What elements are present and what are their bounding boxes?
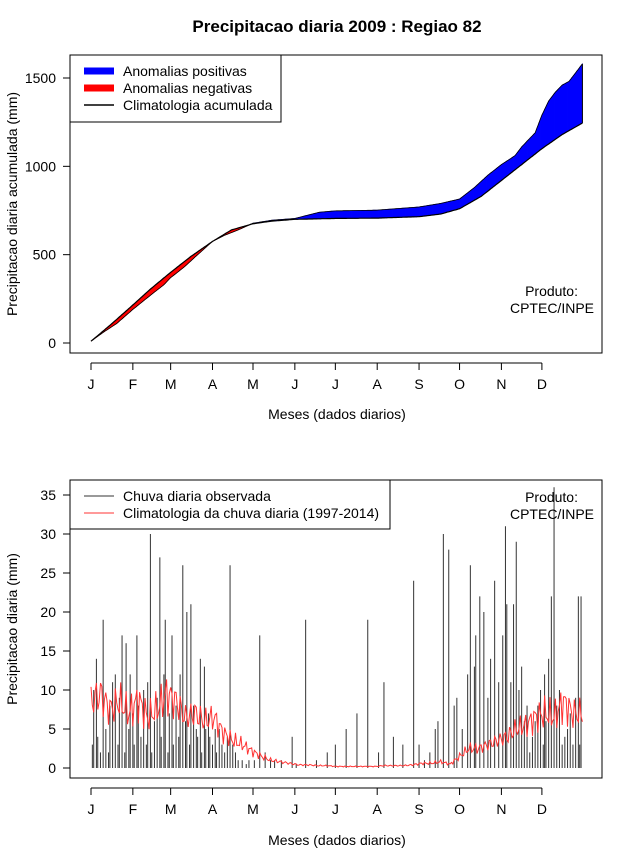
cumulative-y-tick-label: 1000 xyxy=(25,158,56,174)
cumulative-x-tick-label: D xyxy=(537,376,547,392)
daily-x-tick-label: J xyxy=(332,801,339,817)
daily-y-tick-label: 35 xyxy=(40,487,56,503)
daily-y-tick-label: 10 xyxy=(40,682,56,698)
cumulative-chart: 0 500 1000 1500 J F M A M J J A S O N D Meses (dados d… xyxy=(4,54,603,422)
daily-ylabel: Precipitacao diaria (mm) xyxy=(4,553,20,705)
cumulative-x-tick-label: M xyxy=(247,376,259,392)
daily-y-tick-label: 20 xyxy=(40,604,56,620)
daily-x-tick-label: M xyxy=(247,801,259,817)
daily-climatology-line xyxy=(90,679,583,768)
cumulative-x-tick-label: F xyxy=(129,376,138,392)
cumulative-legend: Anomalias positivas Anomalias negativas … xyxy=(69,54,282,123)
legend-daily-climatology-label: Climatologia da chuva diaria (1997-2014) xyxy=(123,505,379,521)
daily-x-tick-label: O xyxy=(454,801,465,817)
daily-x-tick-label: J xyxy=(291,801,298,817)
observed-cumulative-line xyxy=(90,63,583,342)
cumulative-annotation-line1: Produto: xyxy=(525,283,578,299)
legend-positive-label: Anomalias positivas xyxy=(123,63,247,79)
daily-annotation-line2: CPTEC/INPE xyxy=(510,506,594,522)
cumulative-annotation-line2: CPTEC/INPE xyxy=(510,300,594,316)
daily-chart: 0 5 10 15 20 25 30 35 J F M A M J J A S O N D Meses (dados… xyxy=(4,479,603,848)
cumulative-x-tick-label: J xyxy=(332,376,339,392)
daily-x-tick-label: M xyxy=(165,801,177,817)
cumulative-x-tick-label: A xyxy=(373,376,383,392)
cumulative-ylabel: Precipitacao diaria acumulada (mm) xyxy=(4,92,20,316)
cumulative-x-tick-label: S xyxy=(414,376,423,392)
daily-x-tick-label: N xyxy=(496,801,506,817)
daily-y-tick-label: 5 xyxy=(48,721,56,737)
cumulative-x-tick-label: M xyxy=(165,376,177,392)
daily-y-tick-label: 0 xyxy=(48,760,56,776)
cumulative-y-tick-label: 0 xyxy=(48,335,56,351)
daily-annotation-line1: Produto: xyxy=(525,489,578,505)
legend-negative-label: Anomalias negativas xyxy=(123,80,252,96)
cumulative-x-tick-label: A xyxy=(208,376,218,392)
legend-observed-label: Chuva diaria observada xyxy=(123,488,271,504)
daily-legend: Chuva diaria observada Climatologia da c… xyxy=(69,479,391,530)
legend-climatology-label: Climatologia acumulada xyxy=(123,97,273,113)
page-title: Precipitacao diaria 2009 : Regiao 82 xyxy=(192,17,481,36)
daily-x-tick-label: A xyxy=(208,801,218,817)
cumulative-x-tick-label: J xyxy=(291,376,298,392)
daily-x-tick-label: D xyxy=(537,801,547,817)
cumulative-x-tick-label: O xyxy=(454,376,465,392)
daily-x-tick-label: S xyxy=(414,801,423,817)
cumulative-xlabel: Meses (dados diarios) xyxy=(268,406,406,422)
daily-y-tick-label: 30 xyxy=(40,526,56,542)
cumulative-x-tick-label: N xyxy=(496,376,506,392)
daily-xlabel: Meses (dados diarios) xyxy=(268,832,406,848)
daily-x-tick-label: F xyxy=(129,801,138,817)
cumulative-x-tick-label: J xyxy=(88,376,95,392)
daily-legend-box xyxy=(69,479,391,530)
daily-y-tick-label: 15 xyxy=(40,643,56,659)
daily-y-tick-label: 25 xyxy=(40,565,56,581)
cumulative-y-tick-label: 1500 xyxy=(25,70,56,86)
daily-x-tick-label: J xyxy=(88,801,95,817)
climatology-cumulative-line xyxy=(90,122,583,342)
daily-x-tick-label: A xyxy=(373,801,383,817)
cumulative-y-tick-label: 500 xyxy=(33,247,57,263)
